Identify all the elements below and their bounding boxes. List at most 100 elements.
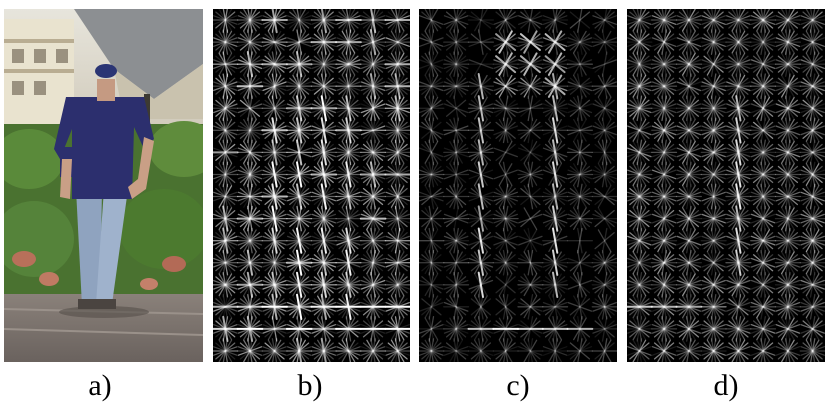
hog-cell — [774, 29, 801, 55]
hog-cell — [591, 316, 617, 342]
hog-cell — [492, 205, 519, 232]
hog-cell — [775, 117, 801, 144]
hog-cell — [443, 338, 470, 362]
hog-cell — [419, 117, 444, 144]
hog-cell — [419, 51, 444, 77]
hog-cell — [468, 227, 494, 254]
hog-cell — [725, 249, 752, 276]
hog-cell — [591, 207, 617, 230]
hog-cell — [726, 271, 751, 298]
hog-cell — [676, 316, 702, 342]
hog-cell — [799, 139, 825, 166]
hog-cell — [774, 205, 801, 232]
hog-cell — [518, 227, 543, 254]
hog-cell — [799, 161, 825, 188]
caption-d: d) — [713, 369, 739, 402]
hog-cell — [360, 139, 387, 166]
hog-cell — [750, 117, 777, 144]
hog-cell — [627, 117, 652, 144]
hog-cell — [419, 29, 444, 55]
hog-cell — [627, 95, 653, 122]
hog-cell — [542, 227, 569, 254]
hog-cell — [236, 9, 263, 33]
hog-cell — [495, 271, 516, 298]
hog-cell — [359, 205, 387, 232]
hog-cell — [591, 338, 617, 362]
hog-cell — [261, 9, 288, 34]
hog-cell — [569, 9, 591, 33]
hog-cell — [542, 117, 569, 144]
hog-cell — [213, 9, 239, 33]
hog-cell — [236, 73, 264, 99]
hog-cell — [775, 338, 801, 362]
hog-cell — [360, 29, 387, 56]
hog-cell — [285, 249, 313, 276]
hog-cell — [236, 249, 263, 276]
hog-cell — [213, 139, 239, 166]
hog-cell — [335, 73, 362, 99]
hog-cell — [518, 207, 543, 230]
hog-cell — [359, 316, 387, 342]
hog-cell — [310, 183, 337, 210]
hog-cell — [627, 161, 653, 188]
hog-cell — [468, 161, 494, 188]
hog-cell — [591, 271, 617, 298]
hog-cell — [443, 139, 470, 166]
hog-cell — [517, 294, 544, 320]
hog-cell — [750, 316, 777, 342]
hog-cell — [675, 117, 702, 144]
hog-cell — [566, 205, 593, 232]
hog-cell — [725, 139, 752, 166]
hog-cell — [467, 9, 494, 33]
hog-cell — [359, 294, 387, 320]
hog-cell — [467, 205, 494, 232]
hog-cell — [419, 73, 445, 100]
hog-cell — [236, 139, 263, 166]
hog-cell — [517, 95, 544, 122]
hog-cell — [725, 51, 752, 77]
hog-cell — [443, 249, 470, 276]
hog-cell — [443, 73, 470, 100]
hog-cell — [335, 249, 362, 276]
hog-cell — [566, 227, 593, 254]
hog-cell — [725, 183, 752, 210]
hog-cell — [419, 294, 444, 320]
hog-cell — [627, 227, 653, 254]
hog-cell — [310, 227, 337, 254]
hog-cell — [360, 249, 387, 276]
hog-cell — [627, 73, 653, 100]
hog-cell — [651, 73, 678, 100]
hog-cell — [591, 294, 617, 320]
hog-cell — [726, 95, 751, 122]
hog-cell — [750, 9, 777, 33]
hog-cell — [286, 117, 313, 144]
hog-cell — [725, 316, 752, 342]
hog-cell — [443, 271, 470, 298]
hog-cell — [651, 316, 678, 342]
hog-cell — [443, 205, 470, 232]
hog-cell — [286, 29, 313, 55]
hog-cell — [799, 227, 825, 254]
hog-cell — [213, 183, 239, 210]
hog-cell — [236, 271, 264, 298]
hog-cell — [518, 139, 543, 166]
hog-cell — [566, 316, 594, 342]
hog-cell — [676, 227, 702, 254]
hog-cell — [676, 73, 702, 100]
hog-cell — [701, 249, 726, 276]
hog-cell — [360, 227, 387, 254]
hog-cell — [213, 338, 239, 362]
hog-cell — [774, 183, 801, 210]
hog-cell — [594, 227, 615, 254]
hog-cell — [467, 139, 494, 166]
hog-cell — [650, 294, 678, 320]
hog-cell — [517, 316, 544, 342]
hog-cell — [517, 249, 544, 276]
hog-cell — [493, 161, 518, 188]
hog-cell — [517, 183, 544, 210]
hog-cell — [236, 161, 263, 188]
hog-glyphs-negative — [627, 9, 825, 362]
hog-cell — [468, 271, 494, 298]
hog-cell — [310, 139, 337, 166]
hog-cell — [384, 316, 410, 342]
